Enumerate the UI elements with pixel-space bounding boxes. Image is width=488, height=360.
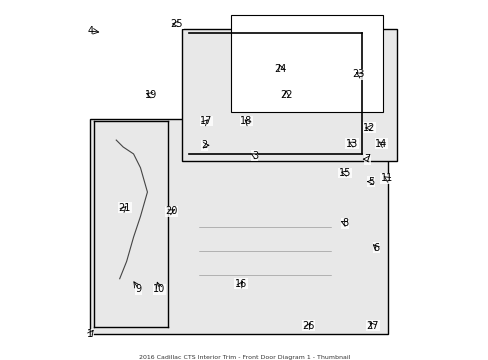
Text: 24: 24 [274,64,286,74]
Text: 18: 18 [240,116,252,126]
Text: 2: 2 [201,140,207,150]
Text: 7: 7 [364,154,370,164]
Text: 21: 21 [119,203,131,213]
Text: 19: 19 [144,90,157,100]
Text: 20: 20 [165,206,178,216]
Text: 15: 15 [338,168,350,178]
FancyBboxPatch shape [90,119,387,334]
Text: 27: 27 [366,320,378,330]
Text: 12: 12 [363,123,375,133]
Text: 13: 13 [345,139,357,149]
Text: 1: 1 [87,329,93,339]
Text: 17: 17 [200,116,212,126]
Text: 11: 11 [380,173,392,183]
Text: 26: 26 [302,320,314,330]
Text: 8: 8 [341,218,347,228]
Text: 2016 Cadillac CTS Interior Trim - Front Door Diagram 1 - Thumbnail: 2016 Cadillac CTS Interior Trim - Front … [139,355,349,360]
Text: 22: 22 [279,90,292,100]
Text: 3: 3 [251,151,258,161]
Text: 16: 16 [234,279,246,289]
Text: 10: 10 [153,284,165,294]
Text: 25: 25 [170,19,183,29]
Text: 9: 9 [136,284,142,294]
FancyBboxPatch shape [182,29,396,161]
Text: 23: 23 [352,69,365,79]
Text: 6: 6 [372,243,379,252]
Text: 14: 14 [375,139,387,149]
Text: 5: 5 [367,177,373,187]
Text: 4: 4 [87,26,93,36]
FancyBboxPatch shape [230,15,383,112]
